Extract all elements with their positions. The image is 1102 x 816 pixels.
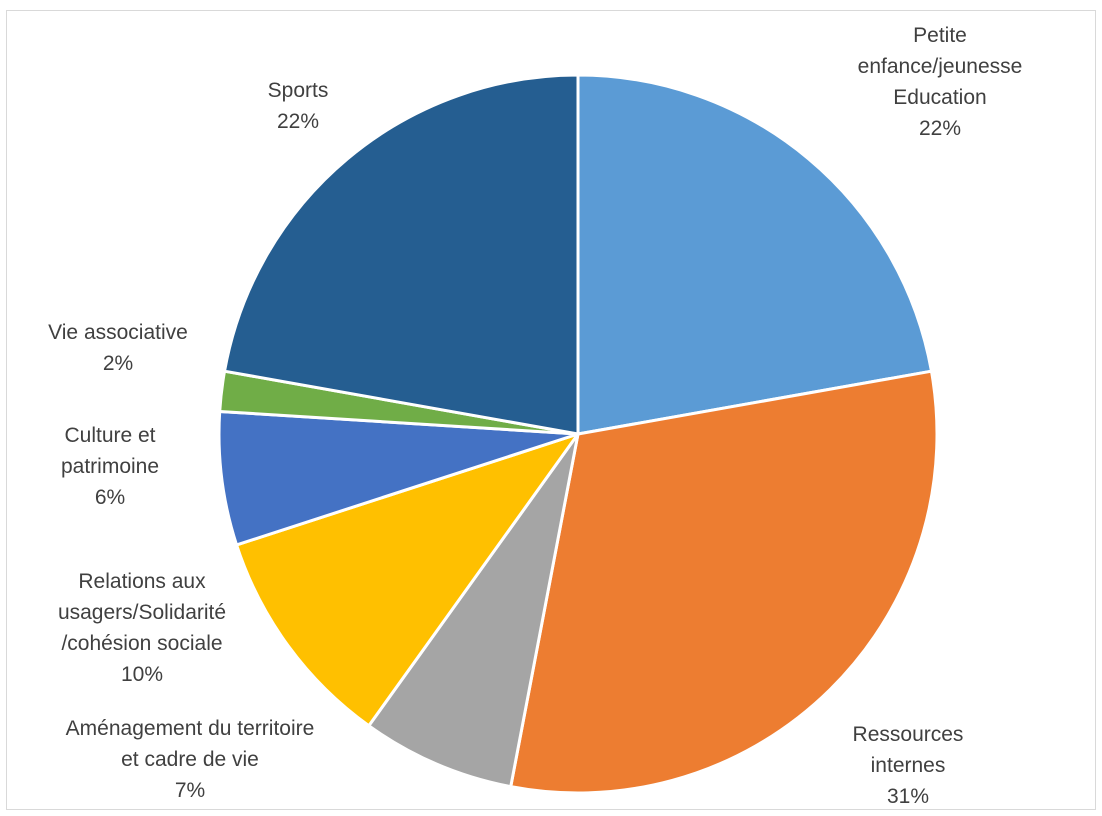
pie-slice-4	[217, 409, 580, 547]
slice-label-line: usagers/Solidarité	[58, 601, 226, 624]
slice-label-2: Aménagement du territoire et cadre de vie…	[66, 717, 315, 802]
pie-slice-3	[235, 432, 580, 728]
slice-label-line: Aménagement du territoire	[66, 717, 315, 740]
slice-label-line: Vie associative	[48, 321, 188, 344]
chart-frame	[6, 10, 1096, 810]
slice-label-line: enfance/jeunesse	[858, 55, 1023, 78]
slice-label-line: Relations aux	[78, 570, 206, 593]
slice-percent: 22%	[277, 110, 319, 133]
slice-label-1: Ressources internes 31%	[853, 723, 964, 808]
slice-label-0: Petite enfance/jeunesse Education 22%	[858, 24, 1023, 140]
pie-slice-6	[223, 73, 580, 436]
slice-label-line: et cadre de vie	[121, 748, 259, 771]
slice-percent: 7%	[175, 779, 205, 802]
pie-slice-1	[509, 369, 939, 795]
pie-slice-0	[576, 73, 933, 436]
slice-label-3: Relations aux usagers/Solidarité/cohésion…	[58, 570, 226, 686]
slice-percent: 6%	[95, 486, 125, 509]
slice-label-line: internes	[871, 754, 946, 777]
slice-label-line: Sports	[268, 79, 329, 102]
slice-percent: 2%	[103, 352, 133, 375]
slice-label-4: Culture et patrimoine 6%	[61, 424, 159, 509]
slice-percent: 31%	[887, 785, 929, 808]
pie-slice-2	[367, 432, 580, 789]
slice-label-line: Education	[893, 86, 986, 109]
slice-percent: 10%	[121, 663, 163, 686]
slice-label-line: Petite	[913, 24, 967, 47]
slice-label-5: Vie associative 2%	[48, 321, 188, 375]
slice-percent: 22%	[919, 117, 961, 140]
slice-label-line: Ressources	[853, 723, 964, 746]
slice-label-line: Culture et	[64, 424, 155, 447]
slice-label-line: /cohésion sociale	[61, 632, 222, 655]
slice-label-line: patrimoine	[61, 455, 159, 478]
slice-label-6: Sports 22%	[268, 79, 329, 133]
